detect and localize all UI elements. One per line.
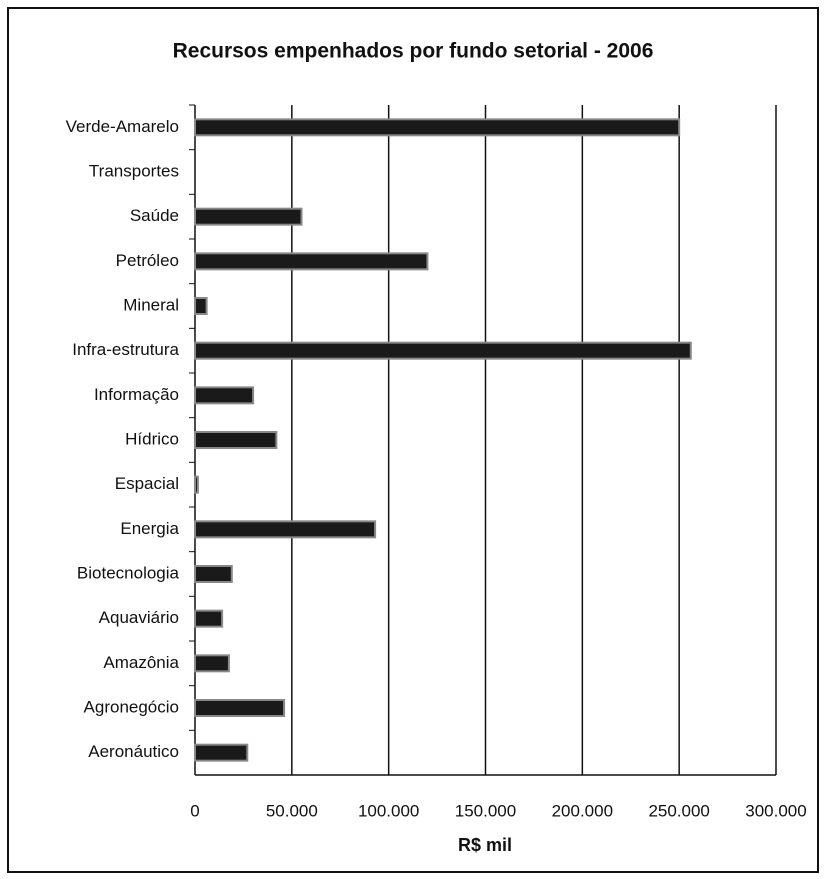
bar [194,609,224,628]
bar [194,118,681,137]
x-tick-label: 250.000 [648,801,709,820]
y-tick-label: Energia [120,519,179,538]
x-tick-label: 200.000 [552,801,613,820]
chart-title: Recursos empenhados por fundo setorial -… [173,40,654,63]
y-tick-label: Mineral [123,295,179,314]
y-tick-label: Saúde [130,206,179,225]
y-tick-label: Amazônia [103,653,179,672]
bar [194,699,286,717]
y-tick-label: Aquaviário [99,608,179,627]
y-tick-label: Verde-Amarelo [66,117,179,136]
bar [194,654,230,673]
x-tick-label: 150.000 [455,801,516,820]
x-tick-label: 0 [190,801,199,820]
x-tick-label: 50.000 [266,801,318,820]
bar [194,431,278,449]
y-tick-label: Espacial [115,474,179,493]
bar [194,252,429,271]
x-axis-label: R$ mil [458,835,512,855]
y-tick-label: Informação [94,385,179,404]
x-tick-label: 100.000 [358,801,419,820]
y-tick-label: Infra-estrutura [72,340,179,359]
bar [194,207,303,226]
frame [7,7,819,873]
bar [194,297,208,315]
y-tick-label: Petróleo [116,251,179,270]
bar [194,475,199,494]
y-tick-label: Transportes [89,161,179,180]
bar [194,565,233,583]
y-tick-label: Agronegócio [84,697,179,716]
y-tick-label: Biotecnologia [77,563,180,582]
y-tick-label: Aeronáutico [88,742,179,761]
bar [194,743,249,762]
bar [194,341,692,360]
y-tick-label: Hídrico [125,429,179,448]
x-tick-label: 300.000 [745,801,806,820]
bar [194,386,255,405]
bar [194,520,377,539]
